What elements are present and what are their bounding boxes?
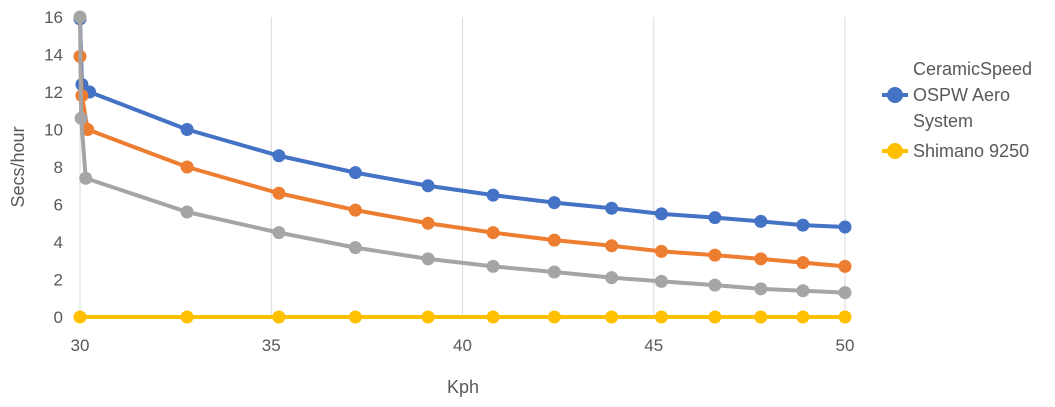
y-tick-label: 14 — [44, 46, 63, 65]
data-point — [421, 252, 435, 266]
data-point — [348, 166, 362, 180]
data-point — [180, 310, 194, 324]
data-point — [486, 310, 500, 324]
data-point — [754, 214, 768, 228]
legend-label: CeramicSpeed — [913, 59, 1032, 79]
data-point — [272, 310, 286, 324]
data-point — [796, 256, 810, 270]
data-point — [838, 220, 852, 234]
legend-label: OSPW Aero — [913, 85, 1010, 105]
chart-legend: CeramicSpeed OSPW Aero System Shimano 9250 — [882, 59, 1032, 161]
data-point — [605, 271, 619, 285]
series-1 — [73, 49, 852, 273]
data-point — [73, 310, 87, 324]
data-point — [180, 123, 194, 136]
x-axis-label: Kph — [447, 377, 479, 397]
data-point — [605, 201, 619, 215]
legend-label: Shimano 9250 — [913, 141, 1029, 161]
data-point — [81, 123, 95, 136]
data-point — [708, 248, 722, 262]
data-point — [547, 265, 561, 279]
data-point — [348, 310, 362, 324]
legend-marker — [887, 143, 903, 159]
data-point — [654, 310, 668, 324]
x-tick-label: 30 — [71, 336, 90, 355]
y-tick-label: 4 — [54, 233, 63, 252]
y-tick-label: 16 — [44, 8, 63, 27]
data-point — [605, 239, 619, 253]
legend-label: System — [913, 111, 973, 131]
y-tick-label: 8 — [54, 158, 63, 177]
data-point — [421, 310, 435, 324]
data-point — [272, 186, 286, 200]
data-point — [547, 196, 561, 210]
y-tick-label: 10 — [44, 121, 63, 140]
data-point — [754, 282, 768, 296]
data-point — [708, 211, 722, 225]
series-0 — [73, 12, 852, 234]
x-tick-label: 35 — [262, 336, 281, 355]
x-tick-label: 50 — [836, 336, 855, 355]
y-tick-label: 12 — [44, 83, 63, 102]
data-point — [654, 244, 668, 258]
data-point — [272, 226, 286, 240]
x-tick-label: 45 — [644, 336, 663, 355]
data-point — [547, 233, 561, 247]
data-point — [605, 310, 619, 324]
data-point — [654, 207, 668, 221]
data-point — [708, 278, 722, 292]
data-point — [74, 111, 88, 125]
data-point — [708, 310, 722, 324]
data-point — [796, 284, 810, 298]
legend-marker — [887, 87, 903, 103]
data-point — [348, 203, 362, 217]
y-tick-label: 0 — [54, 308, 63, 327]
y-tick-label: 2 — [54, 271, 63, 290]
y-axis-tick-labels: 0 2 4 6 8 10 12 14 16 — [44, 8, 63, 327]
data-point — [838, 310, 852, 324]
data-point — [838, 259, 852, 273]
data-point — [838, 286, 852, 300]
data-point — [796, 310, 810, 324]
data-point — [421, 179, 435, 193]
data-point — [73, 10, 87, 24]
data-point — [79, 171, 93, 185]
x-axis-tick-labels: 30 35 40 45 50 — [71, 336, 855, 355]
data-point — [486, 259, 500, 273]
data-point — [486, 188, 500, 202]
legend-entry-1: Shimano 9250 — [882, 141, 1029, 161]
chart-series — [73, 10, 852, 324]
data-point — [180, 160, 194, 174]
series-3 — [73, 310, 852, 324]
data-point — [272, 149, 286, 163]
data-point — [654, 274, 668, 288]
data-point — [180, 205, 194, 219]
data-point — [486, 226, 500, 240]
data-point — [421, 216, 435, 230]
series-2 — [73, 10, 852, 300]
chart-gridlines — [79, 17, 846, 318]
y-axis-label: Secs/hour — [8, 126, 28, 207]
data-point — [796, 218, 810, 232]
y-tick-label: 6 — [54, 196, 63, 215]
data-point — [547, 310, 561, 324]
x-tick-label: 40 — [453, 336, 472, 355]
data-point — [754, 252, 768, 266]
data-point — [348, 241, 362, 255]
data-point — [754, 310, 768, 324]
legend-entry-0: CeramicSpeed OSPW Aero System — [882, 59, 1032, 131]
